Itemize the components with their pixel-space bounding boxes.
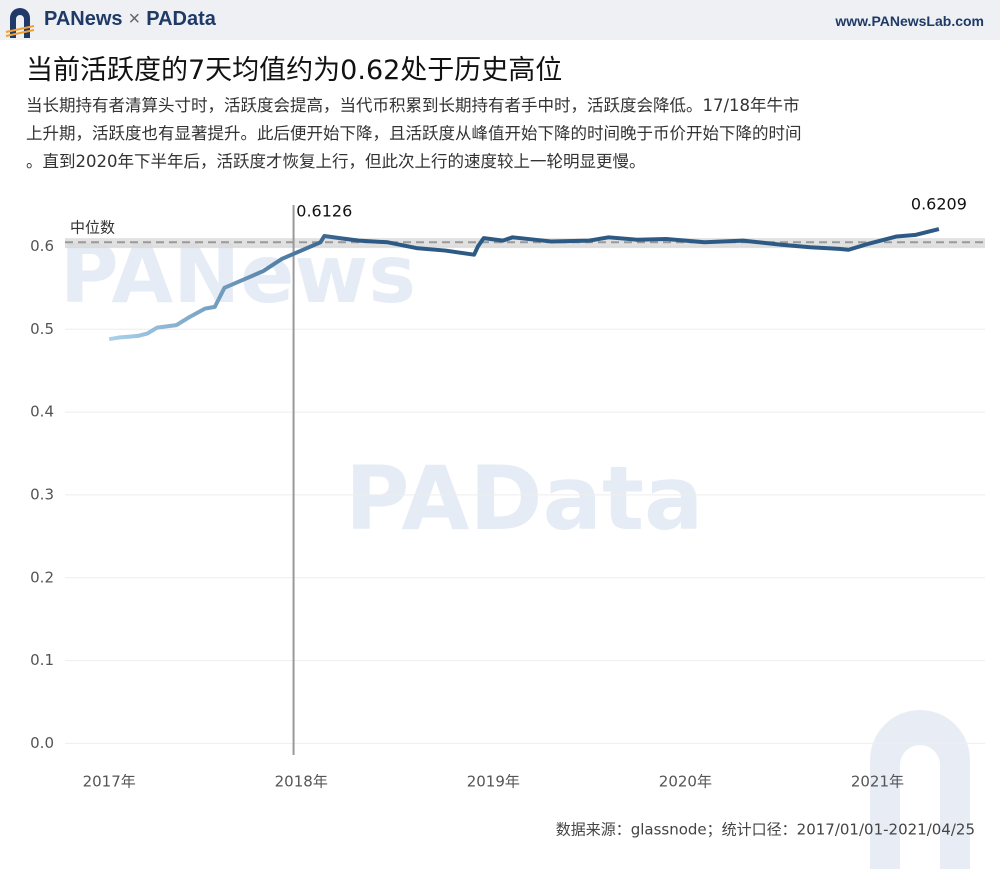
x-tick-label: 2017年 xyxy=(83,773,136,791)
source-note: 数据来源：glassnode；统计口径：2017/01/01-2021/04/2… xyxy=(556,821,975,839)
x-tick-label: 2018年 xyxy=(275,773,328,791)
header-bar: PANews × PAData www.PANewsLab.com xyxy=(0,0,1000,40)
brand: PANews × PAData xyxy=(44,8,216,31)
y-tick-label: 0.3 xyxy=(30,485,54,503)
x-tick-label: 2019年 xyxy=(467,773,520,791)
y-tick-label: 0.0 xyxy=(30,734,54,752)
data-line xyxy=(108,227,940,342)
brand-name: PAData xyxy=(146,8,216,30)
subtitle-line: 上升期，活跃度也有显著提升。此后便开始下降，且活跃度从峰值开始下降的时间晚于币价… xyxy=(26,124,802,143)
chart-title: 当前活跃度的7天均值约为0.62处于历史高位 xyxy=(26,55,563,86)
y-tick-label: 0.5 xyxy=(30,320,54,338)
annotation: 0.6126 xyxy=(296,201,352,220)
x-tick-label: 2021年 xyxy=(851,773,904,791)
subtitle-line: 当长期持有者清算头寸时，活跃度会提高，当代币积累到长期持有者手中时，活跃度会降低… xyxy=(26,96,800,115)
logo xyxy=(5,8,35,38)
subtitle: 当长期持有者清算头寸时，活跃度会提高，当代币积累到长期持有者手中时，活跃度会降低… xyxy=(26,92,802,176)
y-tick-label: 0.1 xyxy=(30,651,54,669)
subtitle-line: 。直到2020年下半年后，活跃度才恢复上行，但此次上行的速度较上一轮明显更慢。 xyxy=(26,152,646,171)
annotation: 0.6209 xyxy=(911,195,967,214)
logo-watermark xyxy=(870,710,970,869)
watermark: PAData xyxy=(345,447,703,550)
brand-name: PANews xyxy=(44,8,123,30)
y-tick-label: 0.6 xyxy=(30,237,54,255)
y-tick-label: 0.4 xyxy=(30,403,54,421)
x-tick-label: 2020年 xyxy=(659,773,712,791)
y-tick-label: 0.2 xyxy=(30,568,54,586)
brand-cross: × xyxy=(128,8,141,30)
site-url: www.PANewsLab.com xyxy=(835,13,984,29)
median-label: 中位数 xyxy=(70,219,115,237)
